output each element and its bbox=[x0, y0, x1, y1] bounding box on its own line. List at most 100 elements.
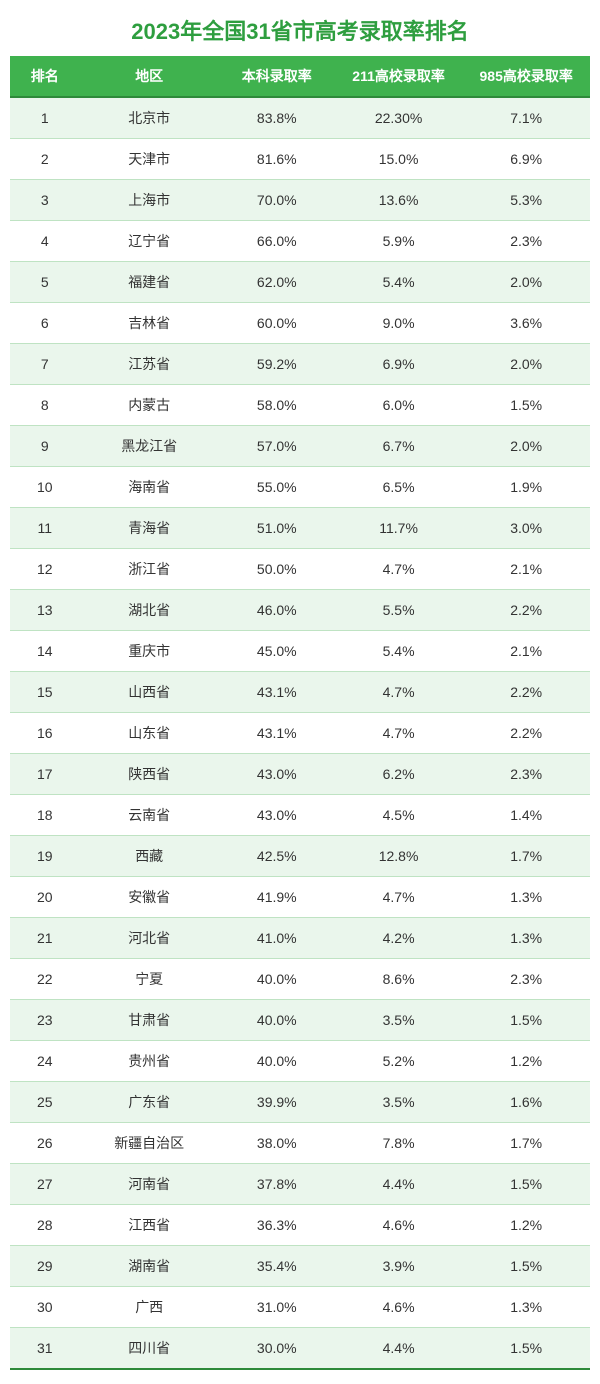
table-container: 2023年全国31省市高考录取率排名 排名地区本科录取率211高校录取率985高… bbox=[0, 0, 600, 1384]
col-header-3: 211高校录取率 bbox=[335, 56, 463, 97]
cell: 广西 bbox=[80, 1287, 219, 1328]
col-header-2: 本科录取率 bbox=[219, 56, 335, 97]
cell: 5.3% bbox=[462, 180, 590, 221]
cell: 23 bbox=[10, 1000, 80, 1041]
cell: 7 bbox=[10, 344, 80, 385]
cell: 天津市 bbox=[80, 139, 219, 180]
cell: 50.0% bbox=[219, 549, 335, 590]
cell: 上海市 bbox=[80, 180, 219, 221]
cell: 四川省 bbox=[80, 1328, 219, 1370]
cell: 4.7% bbox=[335, 672, 463, 713]
cell: 河北省 bbox=[80, 918, 219, 959]
cell: 2 bbox=[10, 139, 80, 180]
cell: 40.0% bbox=[219, 1041, 335, 1082]
cell: 山东省 bbox=[80, 713, 219, 754]
cell: 1.5% bbox=[462, 1000, 590, 1041]
cell: 1.4% bbox=[462, 795, 590, 836]
cell: 10 bbox=[10, 467, 80, 508]
cell: 4.6% bbox=[335, 1287, 463, 1328]
table-row: 30广西31.0%4.6%1.3% bbox=[10, 1287, 590, 1328]
cell: 1.2% bbox=[462, 1041, 590, 1082]
cell: 36.3% bbox=[219, 1205, 335, 1246]
cell: 55.0% bbox=[219, 467, 335, 508]
cell: 2.1% bbox=[462, 631, 590, 672]
cell: 1.3% bbox=[462, 918, 590, 959]
table-row: 14重庆市45.0%5.4%2.1% bbox=[10, 631, 590, 672]
cell: 黑龙江省 bbox=[80, 426, 219, 467]
cell: 浙江省 bbox=[80, 549, 219, 590]
cell: 4.5% bbox=[335, 795, 463, 836]
cell: 4.7% bbox=[335, 877, 463, 918]
table-row: 15山西省43.1%4.7%2.2% bbox=[10, 672, 590, 713]
cell: 46.0% bbox=[219, 590, 335, 631]
table-row: 18云南省43.0%4.5%1.4% bbox=[10, 795, 590, 836]
cell: 30.0% bbox=[219, 1328, 335, 1370]
cell: 35.4% bbox=[219, 1246, 335, 1287]
cell: 3.9% bbox=[335, 1246, 463, 1287]
cell: 海南省 bbox=[80, 467, 219, 508]
cell: 3.5% bbox=[335, 1000, 463, 1041]
cell: 贵州省 bbox=[80, 1041, 219, 1082]
cell: 1.9% bbox=[462, 467, 590, 508]
ranking-table: 排名地区本科录取率211高校录取率985高校录取率 1北京市83.8%22.30… bbox=[10, 56, 590, 1370]
cell: 4 bbox=[10, 221, 80, 262]
table-row: 4辽宁省66.0%5.9%2.3% bbox=[10, 221, 590, 262]
cell: 7.1% bbox=[462, 97, 590, 139]
cell: 43.1% bbox=[219, 713, 335, 754]
table-row: 10海南省55.0%6.5%1.9% bbox=[10, 467, 590, 508]
cell: 6.7% bbox=[335, 426, 463, 467]
cell: 宁夏 bbox=[80, 959, 219, 1000]
cell: 42.5% bbox=[219, 836, 335, 877]
cell: 24 bbox=[10, 1041, 80, 1082]
table-row: 29湖南省35.4%3.9%1.5% bbox=[10, 1246, 590, 1287]
cell: 43.1% bbox=[219, 672, 335, 713]
cell: 4.6% bbox=[335, 1205, 463, 1246]
cell: 北京市 bbox=[80, 97, 219, 139]
cell: 8.6% bbox=[335, 959, 463, 1000]
cell: 内蒙古 bbox=[80, 385, 219, 426]
cell: 38.0% bbox=[219, 1123, 335, 1164]
table-row: 12浙江省50.0%4.7%2.1% bbox=[10, 549, 590, 590]
table-row: 27河南省37.8%4.4%1.5% bbox=[10, 1164, 590, 1205]
cell: 12.8% bbox=[335, 836, 463, 877]
cell: 新疆自治区 bbox=[80, 1123, 219, 1164]
cell: 41.9% bbox=[219, 877, 335, 918]
cell: 13 bbox=[10, 590, 80, 631]
cell: 4.7% bbox=[335, 549, 463, 590]
table-row: 21河北省41.0%4.2%1.3% bbox=[10, 918, 590, 959]
cell: 江苏省 bbox=[80, 344, 219, 385]
cell: 26 bbox=[10, 1123, 80, 1164]
cell: 15 bbox=[10, 672, 80, 713]
table-row: 6吉林省60.0%9.0%3.6% bbox=[10, 303, 590, 344]
col-header-1: 地区 bbox=[80, 56, 219, 97]
cell: 70.0% bbox=[219, 180, 335, 221]
cell: 4.7% bbox=[335, 713, 463, 754]
cell: 重庆市 bbox=[80, 631, 219, 672]
cell: 15.0% bbox=[335, 139, 463, 180]
table-row: 9黑龙江省57.0%6.7%2.0% bbox=[10, 426, 590, 467]
table-row: 1北京市83.8%22.30%7.1% bbox=[10, 97, 590, 139]
cell: 20 bbox=[10, 877, 80, 918]
cell: 28 bbox=[10, 1205, 80, 1246]
cell: 30 bbox=[10, 1287, 80, 1328]
cell: 19 bbox=[10, 836, 80, 877]
cell: 25 bbox=[10, 1082, 80, 1123]
cell: 40.0% bbox=[219, 959, 335, 1000]
cell: 59.2% bbox=[219, 344, 335, 385]
cell: 1.6% bbox=[462, 1082, 590, 1123]
cell: 11.7% bbox=[335, 508, 463, 549]
cell: 3.0% bbox=[462, 508, 590, 549]
cell: 5 bbox=[10, 262, 80, 303]
cell: 8 bbox=[10, 385, 80, 426]
cell: 甘肃省 bbox=[80, 1000, 219, 1041]
cell: 3.6% bbox=[462, 303, 590, 344]
table-row: 23甘肃省40.0%3.5%1.5% bbox=[10, 1000, 590, 1041]
cell: 3.5% bbox=[335, 1082, 463, 1123]
cell: 6.0% bbox=[335, 385, 463, 426]
cell: 1.3% bbox=[462, 1287, 590, 1328]
cell: 湖北省 bbox=[80, 590, 219, 631]
table-row: 16山东省43.1%4.7%2.2% bbox=[10, 713, 590, 754]
cell: 3 bbox=[10, 180, 80, 221]
table-row: 26新疆自治区38.0%7.8%1.7% bbox=[10, 1123, 590, 1164]
cell: 43.0% bbox=[219, 795, 335, 836]
